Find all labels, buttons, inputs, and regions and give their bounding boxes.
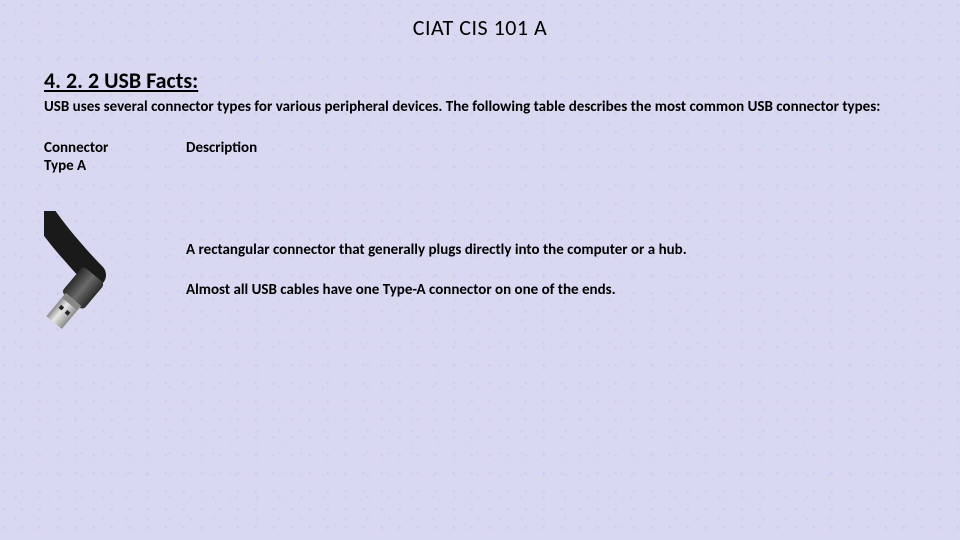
connector-table: Connector Type A (44, 139, 960, 351)
page-title: CIAT CIS 101 A (0, 0, 960, 41)
description-header: Description (186, 139, 920, 157)
usb-type-a-image (44, 211, 164, 351)
section-heading: 4. 2. 2 USB Facts: (44, 67, 960, 94)
connector-column: Connector Type A (44, 139, 186, 351)
section-intro: USB uses several connector types for var… (44, 98, 916, 117)
description-column: Description A rectangular connector that… (186, 139, 960, 351)
connector-header-line1: Connector (44, 139, 186, 157)
connector-header-line2: Type A (44, 157, 186, 175)
description-line-2: Almost all USB cables have one Type-A co… (186, 281, 920, 299)
description-line-1: A rectangular connector that generally p… (186, 241, 920, 259)
